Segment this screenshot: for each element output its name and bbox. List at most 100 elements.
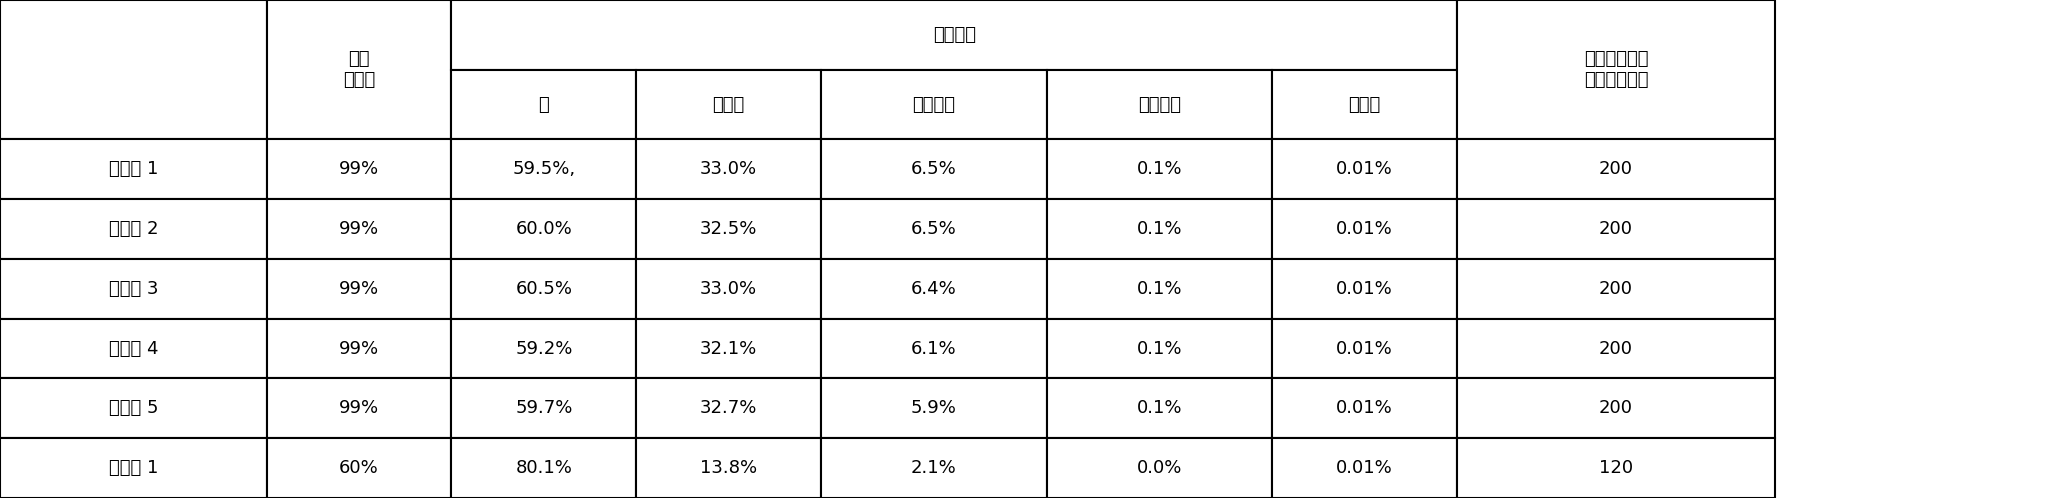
Bar [1047,378,1272,438]
Bar [821,199,1047,259]
Bar [1047,319,1272,378]
Bar [636,438,821,498]
Text: 催化剂稳定反
应时间，小时: 催化剂稳定反 应时间，小时 [1584,50,1648,89]
Bar [451,70,636,139]
Text: 99%: 99% [339,160,380,178]
Text: 60%: 60% [339,459,380,477]
Bar [1457,319,1775,378]
Text: 59.2%: 59.2% [515,340,573,358]
Bar [1272,70,1457,139]
Bar [636,259,821,319]
Bar [267,0,451,139]
Bar [821,319,1047,378]
Bar [821,139,1047,199]
Text: 13.8%: 13.8% [700,459,757,477]
Text: 苯: 苯 [538,96,550,114]
Bar [451,199,636,259]
Bar [451,139,636,199]
Text: 0.01%: 0.01% [1336,340,1393,358]
Bar [821,259,1047,319]
Text: 实施例 2: 实施例 2 [109,220,158,238]
Text: 6.4%: 6.4% [911,280,956,298]
Text: 丙烯
转化率: 丙烯 转化率 [343,50,376,89]
Text: 0.1%: 0.1% [1137,340,1182,358]
Text: 200: 200 [1599,160,1633,178]
Bar [451,378,636,438]
Bar [267,139,451,199]
Bar [1272,139,1457,199]
Bar [0,319,267,378]
Text: 0.1%: 0.1% [1137,220,1182,238]
Bar [1457,259,1775,319]
Text: 200: 200 [1599,280,1633,298]
Text: 0.01%: 0.01% [1336,399,1393,417]
Text: 0.0%: 0.0% [1137,459,1182,477]
Bar [636,199,821,259]
Bar [1457,0,1775,139]
Text: 99%: 99% [339,399,380,417]
Bar [267,259,451,319]
Text: 6.5%: 6.5% [911,220,956,238]
Bar [267,378,451,438]
Text: 0.01%: 0.01% [1336,280,1393,298]
Bar [1047,139,1272,199]
Bar [821,438,1047,498]
Bar [451,0,1457,70]
Text: 99%: 99% [339,280,380,298]
Text: 99%: 99% [339,220,380,238]
Text: 32.1%: 32.1% [700,340,757,358]
Text: 33.0%: 33.0% [700,280,757,298]
Bar [267,438,451,498]
Text: 60.0%: 60.0% [515,220,573,238]
Bar [1047,199,1272,259]
Bar [821,70,1047,139]
Text: 200: 200 [1599,399,1633,417]
Bar [1047,438,1272,498]
Text: 0.1%: 0.1% [1137,399,1182,417]
Text: 实施例 3: 实施例 3 [109,280,158,298]
Text: 2.1%: 2.1% [911,459,956,477]
Text: 59.7%: 59.7% [515,399,573,417]
Bar [1457,378,1775,438]
Text: 200: 200 [1599,340,1633,358]
Text: 0.01%: 0.01% [1336,220,1393,238]
Text: 6.5%: 6.5% [911,160,956,178]
Bar [636,70,821,139]
Bar [267,319,451,378]
Bar [1457,438,1775,498]
Text: 实施例 4: 实施例 4 [109,340,158,358]
Text: 实施例 1: 实施例 1 [109,160,158,178]
Bar [1272,378,1457,438]
Text: 0.1%: 0.1% [1137,160,1182,178]
Bar [0,378,267,438]
Text: 异丙苯: 异丙苯 [712,96,745,114]
Text: 32.7%: 32.7% [700,399,757,417]
Bar [0,139,267,199]
Text: 0.01%: 0.01% [1336,459,1393,477]
Bar [451,319,636,378]
Text: 二异丙苯: 二异丙苯 [913,96,954,114]
Bar [1272,199,1457,259]
Text: 120: 120 [1599,459,1633,477]
Text: 产物分布: 产物分布 [934,26,975,44]
Bar [451,259,636,319]
Text: 三异丙苯: 三异丙苯 [1139,96,1180,114]
Bar [821,378,1047,438]
Bar [0,259,267,319]
Bar [0,438,267,498]
Bar [267,199,451,259]
Text: 5.9%: 5.9% [911,399,956,417]
Text: 33.0%: 33.0% [700,160,757,178]
Text: 比较例 1: 比较例 1 [109,459,158,477]
Text: 59.5%,: 59.5%, [513,160,575,178]
Bar [451,438,636,498]
Text: 32.5%: 32.5% [700,220,757,238]
Text: 6.1%: 6.1% [911,340,956,358]
Bar [1272,319,1457,378]
Bar [0,199,267,259]
Text: 实施例 5: 实施例 5 [109,399,158,417]
Text: 正丙苯: 正丙苯 [1348,96,1381,114]
Text: 60.5%: 60.5% [515,280,573,298]
Bar [1272,438,1457,498]
Bar [636,319,821,378]
